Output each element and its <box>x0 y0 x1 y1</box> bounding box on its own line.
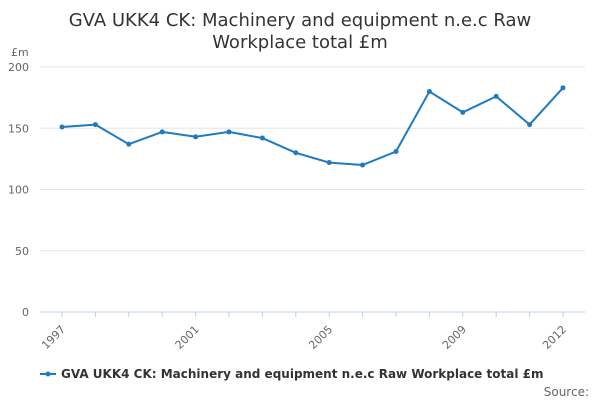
data-point[interactable] <box>259 135 265 141</box>
data-point[interactable] <box>326 160 332 166</box>
source-label: Source: <box>544 385 589 399</box>
data-point[interactable] <box>293 150 299 156</box>
series-line <box>61 87 564 167</box>
y-tick-label: 200 <box>8 61 29 74</box>
y-axis-unit-label: £m <box>11 46 29 59</box>
data-point[interactable] <box>527 122 533 128</box>
x-tick-label: 2001 <box>173 323 202 352</box>
data-point[interactable] <box>360 162 366 168</box>
x-tick-label: 2009 <box>440 323 469 352</box>
x-tick-label: 1997 <box>39 323 68 352</box>
legend-label: GVA UKK4 CK: Machinery and equipment n.e… <box>61 367 543 381</box>
data-point[interactable] <box>59 124 65 130</box>
data-point[interactable] <box>493 93 499 99</box>
data-point[interactable] <box>460 109 466 115</box>
data-point[interactable] <box>560 85 566 91</box>
y-tick-label: 100 <box>8 184 29 197</box>
legend-point-marker <box>45 371 51 377</box>
data-point[interactable] <box>193 134 199 140</box>
data-point[interactable] <box>126 141 132 147</box>
axes <box>40 311 585 317</box>
chart-title-line-1: GVA UKK4 CK: Machinery and equipment n.e… <box>69 10 532 31</box>
y-tick-label: 0 <box>22 306 29 319</box>
data-point[interactable] <box>393 149 399 155</box>
x-tick-label: 2005 <box>306 323 335 352</box>
x-tick-label: 2012 <box>540 323 569 352</box>
chart-title-line-2: Workplace total £m <box>212 32 388 53</box>
gridlines: 0 50 100 150 200 <box>8 61 585 319</box>
data-point[interactable] <box>226 129 232 135</box>
data-point[interactable] <box>159 129 165 135</box>
data-point[interactable] <box>426 89 432 94</box>
y-tick-label: 150 <box>8 122 29 135</box>
series-layer <box>59 85 566 168</box>
x-tick-labels: 1997 2001 2005 2009 2012 <box>39 323 569 352</box>
data-point[interactable] <box>92 122 98 128</box>
legend[interactable]: GVA UKK4 CK: Machinery and equipment n.e… <box>40 367 543 381</box>
y-tick-label: 50 <box>15 245 29 258</box>
